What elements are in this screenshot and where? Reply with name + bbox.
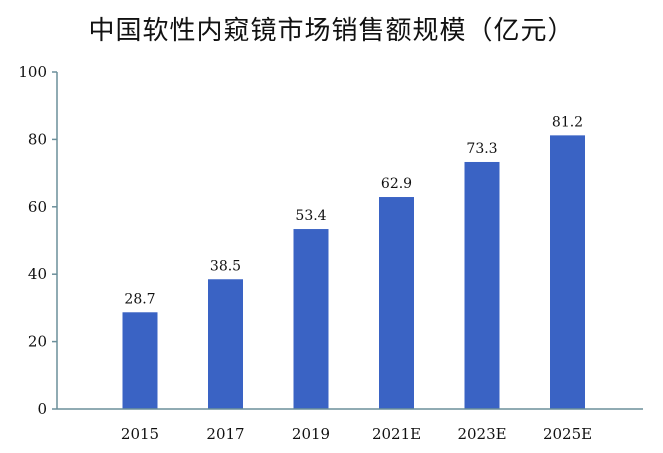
x-tick-label-2025E: 2025E [543,425,592,443]
data-label-2025E: 81.2 [552,114,583,130]
y-tick-label: 60 [28,198,47,216]
y-tick-label: 80 [28,130,47,148]
bar-2015 [122,312,158,409]
value-labels: 28.7 38.5 53.4 62.9 73.3 81.2 [124,114,583,307]
x-axis-labels: 2015 2017 2019 2021E 2023E 2025E [121,425,592,443]
data-label-2023E: 73.3 [466,141,497,157]
data-label-2021E: 62.9 [381,176,412,192]
y-tick-label: 20 [28,333,47,351]
chart-title: 中国软性内窥镜市场销售额规模（亿元） [88,16,575,46]
bar-2019 [293,229,329,409]
data-label-2015: 28.7 [124,291,155,307]
data-label-2017: 38.5 [210,258,241,274]
x-tick-label-2017: 2017 [206,425,244,443]
bar-2023E [464,161,500,409]
y-tick-label: 40 [28,265,47,283]
x-tick-label-2021E: 2021E [372,425,421,443]
bars [122,135,585,409]
data-label-2019: 53.4 [295,208,326,224]
x-tick-label-2019: 2019 [292,425,330,443]
y-tick-label: 100 [18,63,47,81]
bar-2021E [379,197,414,409]
x-tick-label-2023E: 2023E [457,425,506,443]
x-tick-label-2015: 2015 [121,425,159,443]
bar-2017 [208,279,243,409]
y-axis-ticks: 0 20 40 60 80 100 [18,63,57,418]
bar-2025E [550,135,585,409]
y-tick-label: 0 [37,400,47,418]
